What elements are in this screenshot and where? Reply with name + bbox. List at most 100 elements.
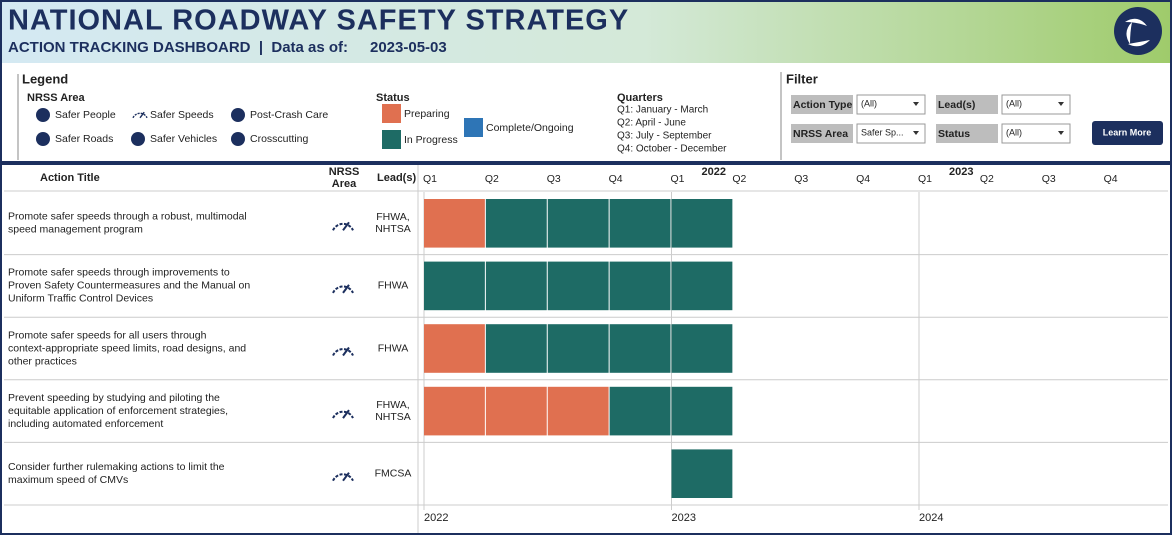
filter-label: Status — [938, 128, 970, 140]
filter-dropdown[interactable]: Safer Sp... — [856, 123, 926, 144]
lead: NHTSA — [375, 223, 411, 235]
gantt-cell — [485, 199, 547, 248]
action-title: Consider further rulemaking actions to l… — [8, 461, 225, 473]
dropdown-value[interactable]: (All) — [861, 98, 877, 108]
dropdown-box[interactable] — [1001, 123, 1071, 144]
dropdown-value[interactable]: (All) — [1006, 98, 1022, 108]
status-label: Preparing — [404, 108, 450, 120]
action-title: Proven Safety Countermeasures and the Ma… — [8, 280, 250, 292]
status-label: Complete/Ongoing — [486, 122, 574, 134]
quarter-header: Q3 — [547, 173, 561, 185]
lead: FHWA — [378, 280, 409, 292]
dropdown-box[interactable] — [856, 123, 926, 144]
area-label: Crosscutting — [250, 133, 309, 145]
gantt-cell — [485, 261, 547, 311]
quarter-header: Q4 — [1104, 173, 1118, 185]
logo — [1114, 7, 1162, 55]
speed-needle — [342, 221, 350, 231]
action-title: Uniform Traffic Control Devices — [8, 293, 153, 305]
filter-label-box — [791, 95, 853, 114]
dropdown-arrow[interactable] — [913, 102, 919, 106]
area-icon — [36, 108, 50, 122]
dropdown-value[interactable]: Safer Sp... — [861, 127, 904, 137]
gantt-cell — [671, 324, 733, 373]
year-axis-label: 2024 — [919, 512, 943, 524]
speed-needle — [342, 409, 350, 419]
speed-needle — [139, 111, 145, 119]
divider — [2, 161, 1170, 165]
quarter-header: Q2 — [980, 173, 994, 185]
lead: FMCSA — [375, 467, 412, 479]
filter-label-box — [791, 124, 853, 143]
header-band — [2, 2, 1170, 63]
data-date: 2023-05-03 — [370, 39, 447, 56]
area-label: Post-Crash Care — [250, 109, 328, 121]
subtitle: ACTION TRACKING DASHBOARD | Data as of: — [8, 39, 348, 56]
area-icon — [131, 132, 145, 146]
col-header: NRSS — [329, 166, 360, 178]
area-label: Safer Speeds — [150, 109, 214, 121]
filter-dropdown[interactable]: (All) — [856, 94, 926, 115]
quarter-def: Q1: January - March — [617, 105, 708, 116]
lead: FHWA — [378, 342, 409, 354]
area-label: Safer People — [55, 109, 116, 121]
button-label[interactable]: Learn More — [1103, 127, 1152, 137]
quarter-header: Q2 — [732, 173, 746, 185]
quarter-header: Q4 — [609, 173, 623, 185]
dropdown-box[interactable] — [1001, 94, 1071, 115]
quarter-def: Q2: April - June — [617, 118, 686, 129]
dropdown-box[interactable] — [856, 94, 926, 115]
legend-title: Legend — [22, 71, 68, 86]
col-header: Area — [332, 178, 357, 190]
gantt-cell — [609, 261, 671, 311]
filter-dropdown[interactable]: (All) — [1001, 94, 1071, 115]
speed-icon — [332, 473, 354, 482]
speed-needle — [342, 284, 350, 294]
col-header: Lead(s) — [377, 172, 416, 184]
filter-label-box — [936, 124, 998, 143]
dropdown-arrow[interactable] — [1058, 131, 1064, 135]
quarter-header: Q3 — [794, 173, 808, 185]
gantt-cell — [547, 261, 609, 311]
action-title: maximum speed of CMVs — [8, 474, 128, 486]
gantt-cell — [547, 199, 609, 248]
quarters-title: Quarters — [617, 92, 663, 104]
lead: FHWA, — [376, 211, 409, 223]
gantt-cell — [547, 324, 609, 373]
gantt-cell — [485, 324, 547, 373]
area-label: Safer Roads — [55, 133, 113, 145]
action-title: Prevent speeding by studying and pilotin… — [8, 392, 220, 404]
gantt-cell — [671, 199, 733, 248]
filter-label-box — [936, 95, 998, 114]
status-label: In Progress — [404, 134, 458, 146]
filter-label: Action Type — [793, 99, 852, 111]
dropdown-arrow[interactable] — [913, 131, 919, 135]
year-axis-label: 2022 — [424, 512, 448, 524]
action-title: context-appropriate speed limits, road d… — [8, 342, 246, 354]
col-header: Action Title — [40, 172, 100, 184]
filter-label: Lead(s) — [938, 99, 975, 111]
speed-needle — [342, 472, 350, 482]
dropdown-arrow[interactable] — [1058, 102, 1064, 106]
action-title: Promote safer speeds for all users throu… — [8, 329, 207, 341]
area-label: Safer Vehicles — [150, 133, 217, 145]
area-icon — [36, 132, 50, 146]
quarter-header: Q1 — [670, 173, 684, 185]
filter-dropdown[interactable]: (All) — [1001, 123, 1071, 144]
gantt-cell — [424, 199, 485, 248]
action-title: speed management program — [8, 224, 143, 236]
speed-icon — [132, 112, 148, 119]
dropdown-value[interactable]: (All) — [1006, 127, 1022, 137]
speed-icon — [332, 348, 354, 356]
quarter-header: Q1 — [918, 173, 932, 185]
gantt-cell — [671, 386, 733, 436]
speed-icon — [332, 222, 354, 231]
page-title: NATIONAL ROADWAY SAFETY STRATEGY — [8, 5, 629, 37]
filter-title: Filter — [786, 71, 818, 86]
gantt-cell — [671, 261, 733, 311]
learn-more-button[interactable]: Learn More — [1092, 121, 1163, 145]
area-icon — [231, 108, 245, 122]
quarter-header: Q1 — [423, 173, 437, 185]
